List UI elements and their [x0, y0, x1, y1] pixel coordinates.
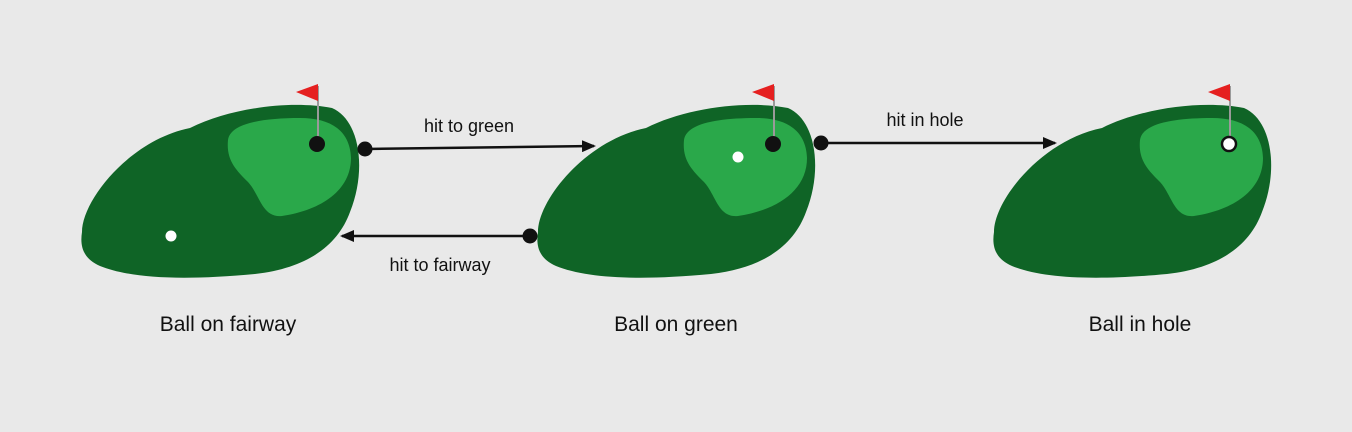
transition-hit-in-hole: hit in hole: [813, 110, 1057, 151]
transition-hit-to-fairway: hit to fairway: [340, 228, 538, 275]
state-ball-on-green: Ball on green: [537, 84, 816, 336]
transition-hit-to-green: hit to green: [357, 116, 596, 157]
state-label-fairway: Ball on fairway: [160, 313, 297, 336]
ball-icon: [732, 151, 744, 163]
flag-icon: [1208, 84, 1230, 101]
flag-icon: [752, 84, 774, 101]
state-label-hole: Ball in hole: [1089, 313, 1192, 336]
flag-icon: [296, 84, 318, 101]
hole-icon: [309, 136, 325, 152]
state-label-green: Ball on green: [614, 313, 738, 336]
ball-in-hole-icon: [1220, 135, 1238, 153]
hole-icon: [765, 136, 781, 152]
transition-label-hit-to-fairway: hit to fairway: [389, 255, 490, 275]
state-ball-in-hole: Ball in hole: [993, 84, 1272, 336]
state-ball-on-fairway: Ball on fairway: [81, 84, 360, 336]
transition-label-hit-to-green: hit to green: [424, 116, 514, 136]
ball-icon: [165, 230, 177, 242]
arrow-line: [364, 140, 596, 153]
transition-label-hit-in-hole: hit in hole: [886, 110, 963, 130]
